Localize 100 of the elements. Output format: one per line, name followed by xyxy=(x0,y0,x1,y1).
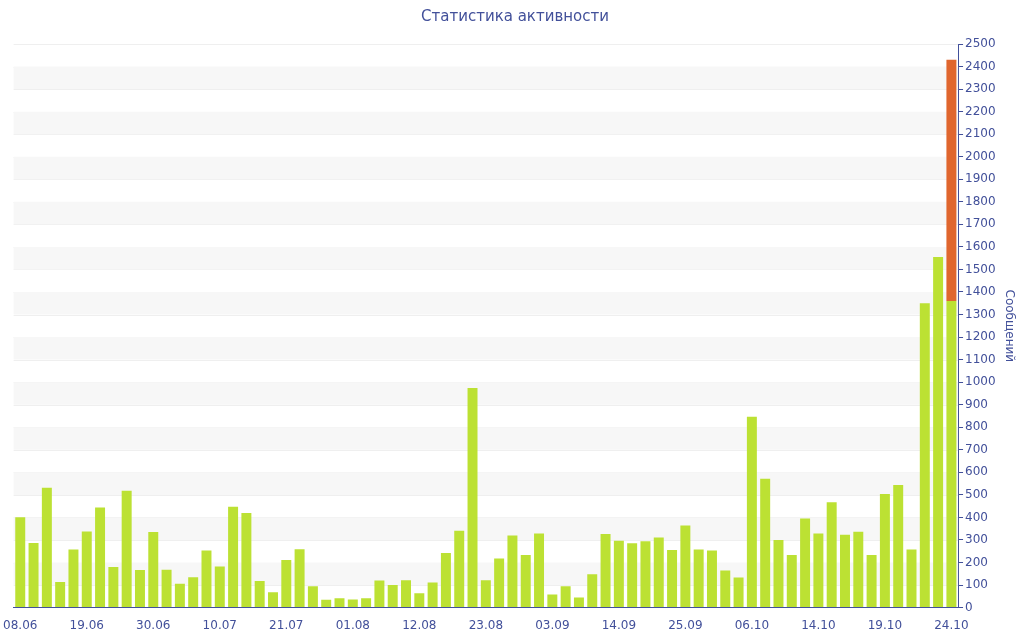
bar xyxy=(440,553,451,608)
bar xyxy=(720,570,731,608)
bar xyxy=(933,257,944,608)
bar xyxy=(693,549,704,608)
bar xyxy=(560,586,571,608)
x-tick-label: 14.10 xyxy=(801,617,836,632)
bar xyxy=(41,487,52,608)
bar xyxy=(55,581,66,608)
bar xyxy=(81,531,92,608)
x-tick-label: 01.08 xyxy=(335,617,370,632)
bar xyxy=(627,543,638,608)
bar xyxy=(95,507,106,608)
chart-title: Статистика активности xyxy=(421,6,609,25)
bar xyxy=(241,512,252,608)
bar xyxy=(427,582,438,608)
x-tick-label: 19.10 xyxy=(867,617,903,632)
bar xyxy=(746,416,757,608)
bar xyxy=(28,543,39,608)
bar xyxy=(148,532,159,608)
x-tick-label: 14.09 xyxy=(601,617,637,632)
y-tick-label: 2100 xyxy=(965,126,996,141)
bar xyxy=(174,583,185,608)
y-axis-title: Сообщений xyxy=(1002,289,1017,363)
y-tick-label: 800 xyxy=(965,419,988,434)
bar xyxy=(254,581,265,608)
y-tick-label: 400 xyxy=(965,509,988,524)
bar xyxy=(733,577,744,608)
bar xyxy=(374,580,385,608)
bar xyxy=(294,549,305,608)
bar xyxy=(893,484,904,608)
bar xyxy=(587,574,598,608)
bar xyxy=(134,569,145,608)
y-tick-label: 1700 xyxy=(965,216,996,231)
bar xyxy=(214,566,225,608)
bar xyxy=(161,569,172,608)
bar xyxy=(201,550,212,608)
bar xyxy=(507,535,518,608)
x-tick-label: 19.06 xyxy=(69,617,104,632)
bar xyxy=(879,493,890,608)
bar xyxy=(667,550,678,608)
bar xyxy=(108,567,119,608)
y-tick-label: 700 xyxy=(965,441,988,456)
bar xyxy=(414,593,425,608)
y-tick-label: 1100 xyxy=(965,351,996,366)
bar xyxy=(800,518,811,608)
x-tick-label: 08.06 xyxy=(3,617,38,632)
bar xyxy=(121,490,132,608)
bar xyxy=(334,598,345,608)
bar xyxy=(573,597,584,608)
bar xyxy=(387,585,398,608)
y-tick-label: 1600 xyxy=(965,239,996,254)
bar xyxy=(321,599,332,608)
bar xyxy=(680,525,691,608)
bar xyxy=(347,599,358,608)
y-tick-label: 200 xyxy=(965,554,988,569)
bar xyxy=(467,388,478,608)
y-tick-label: 0 xyxy=(965,599,973,614)
bar xyxy=(919,303,930,608)
x-tick-label: 23.08 xyxy=(468,617,504,632)
x-tick-label: 06.10 xyxy=(734,617,770,632)
y-tick-label: 1400 xyxy=(965,284,996,299)
bar xyxy=(547,594,558,608)
bar xyxy=(786,555,797,608)
bar xyxy=(946,59,957,301)
bar xyxy=(361,598,372,608)
y-tick-label: 2000 xyxy=(965,148,996,163)
y-tick-label: 1900 xyxy=(965,171,996,186)
x-tick-label: 10.07 xyxy=(202,617,237,632)
x-tick-label: 21.07 xyxy=(269,617,304,632)
x-tick-label: 03.09 xyxy=(535,617,570,632)
y-tick-label: 2500 xyxy=(965,36,996,51)
y-tick-label: 1200 xyxy=(965,329,996,344)
bar xyxy=(307,586,318,608)
bar xyxy=(520,555,531,608)
bar xyxy=(228,506,239,608)
bar xyxy=(534,533,545,608)
y-tick-label: 900 xyxy=(965,396,988,411)
y-tick-label: 600 xyxy=(965,464,988,479)
bar xyxy=(906,549,917,608)
x-tick-label: 30.06 xyxy=(136,617,171,632)
bar xyxy=(866,555,877,608)
bar xyxy=(653,537,664,608)
bar xyxy=(494,558,505,608)
bar xyxy=(68,549,79,608)
x-tick-label: 24.10 xyxy=(934,617,969,632)
bar xyxy=(281,560,292,608)
y-tick-label: 1500 xyxy=(965,261,996,276)
bar xyxy=(613,540,624,608)
y-tick-label: 100 xyxy=(965,577,988,592)
bar xyxy=(454,530,465,608)
y-tick-label: 2200 xyxy=(965,103,996,118)
y-tick-label: 2300 xyxy=(965,81,996,96)
bar xyxy=(853,531,864,608)
x-tick-label: 12.08 xyxy=(402,617,437,632)
bar xyxy=(188,577,199,608)
bar xyxy=(946,301,957,608)
y-tick-label: 2400 xyxy=(965,58,996,73)
bar xyxy=(840,534,850,608)
bar xyxy=(826,502,837,608)
bar xyxy=(813,533,824,608)
